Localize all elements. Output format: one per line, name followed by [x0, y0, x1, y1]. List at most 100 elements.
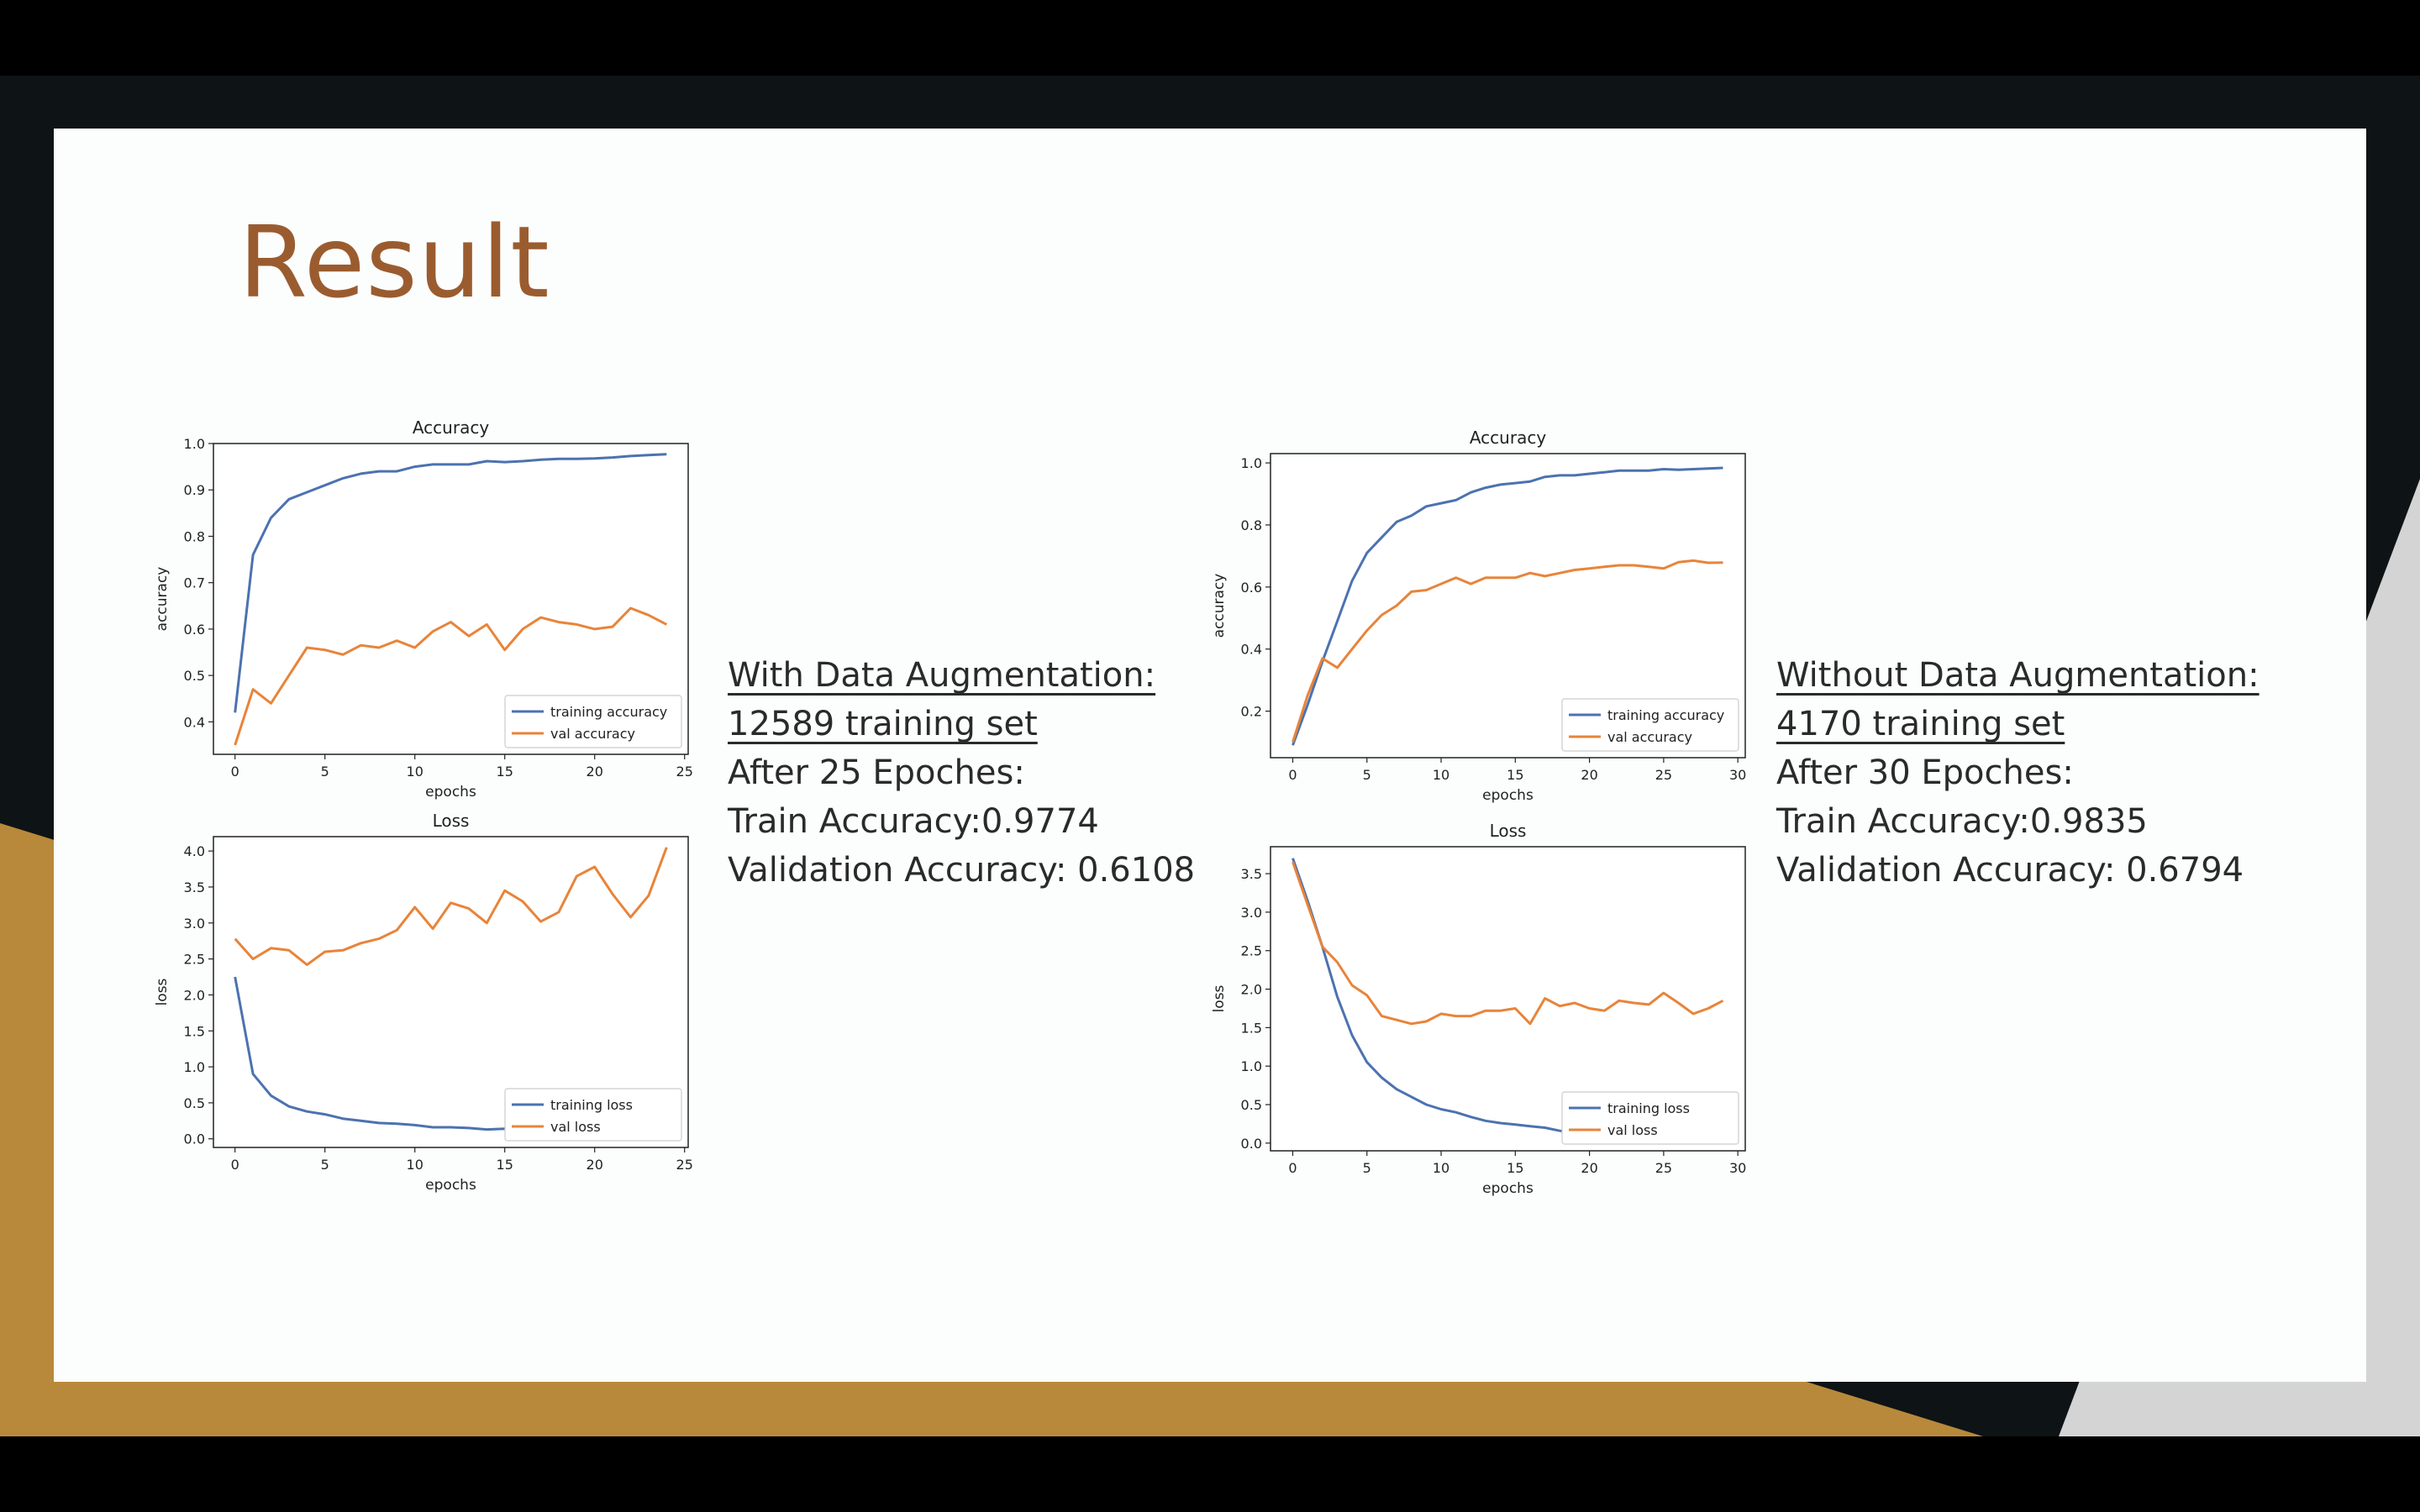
x-tick-label: 25 [1655, 1160, 1672, 1176]
x-tick-label: 25 [1655, 767, 1672, 783]
y-tick-label: 0.8 [184, 528, 205, 544]
chart-title: Accuracy [1470, 428, 1546, 448]
y-axis-label: loss [1211, 984, 1228, 1012]
x-axis-label: epochs [425, 784, 476, 801]
noaug-summary: Without Data Augmentation: 4170 training… [1776, 651, 2260, 895]
y-tick-label: 0.2 [1241, 704, 1262, 720]
chart-title: Accuracy [413, 417, 489, 438]
x-tick-label: 10 [407, 1157, 424, 1173]
x-tick-label: 0 [1288, 1160, 1297, 1176]
x-axis-label: epochs [425, 1177, 476, 1194]
y-tick-label: 1.0 [184, 436, 205, 452]
y-axis-label: loss [154, 978, 171, 1005]
x-tick-label: 5 [321, 764, 329, 780]
series-line-val-accuracy [1292, 559, 1723, 743]
y-tick-label: 0.0 [184, 1131, 205, 1147]
noaug-heading: Without Data Augmentation: [1776, 656, 2260, 695]
aug-training-set: 12589 training set [728, 705, 1038, 743]
y-tick-label: 2.0 [1241, 982, 1262, 998]
x-tick-label: 20 [1581, 767, 1597, 783]
x-tick-label: 10 [1433, 1160, 1449, 1176]
x-tick-label: 15 [497, 1157, 513, 1173]
legend-box [504, 695, 682, 748]
aug-train-accuracy: Train Accuracy:0.9774 [728, 802, 1099, 841]
noaug-training-set: 4170 training set [1776, 705, 2065, 743]
aug-loss-chart: Loss 0 5 10 15 20 25 0.0 0.5 1.0 1.5 2.0 2.5 3.0 3.5 4.… [154, 811, 693, 1194]
y-tick-label: 0.4 [1241, 642, 1262, 658]
x-tick-label: 25 [676, 1157, 693, 1173]
x-tick-label: 30 [1729, 1160, 1746, 1176]
legend-label: val loss [1607, 1122, 1658, 1138]
y-tick-label: 0.4 [184, 714, 205, 730]
y-tick-label: 2.0 [184, 987, 205, 1003]
y-tick-label: 0.0 [1241, 1136, 1262, 1152]
legend-box [504, 1088, 682, 1142]
y-axis-label: accuracy [1211, 574, 1228, 638]
x-tick-label: 0 [231, 1157, 239, 1173]
legend-label: val loss [550, 1119, 601, 1135]
y-tick-label: 2.5 [1241, 943, 1262, 959]
aug-epochs: After 25 Epoches: [728, 753, 1025, 792]
y-tick-label: 1.0 [1241, 455, 1262, 471]
y-tick-label: 0.5 [184, 1095, 205, 1111]
x-axis-label: epochs [1482, 787, 1534, 804]
x-tick-label: 15 [1507, 1160, 1523, 1176]
y-tick-label: 3.0 [184, 916, 205, 932]
aug-accuracy-chart: Accuracy 0 5 10 15 20 25 0.4 0.5 0.6 0.7 0.8 0.9 1.0 e… [154, 417, 693, 801]
x-tick-label: 0 [1288, 767, 1297, 783]
y-tick-label: 3.0 [1241, 905, 1262, 921]
legend-label: training accuracy [550, 704, 667, 720]
legend-label: training loss [1607, 1100, 1690, 1116]
legend-box [1561, 1091, 1739, 1145]
series-line-val-loss [234, 847, 668, 966]
y-tick-label: 1.5 [1241, 1020, 1262, 1036]
y-tick-label: 0.7 [184, 575, 205, 591]
x-tick-label: 15 [1507, 767, 1523, 783]
legend-label: val accuracy [1607, 729, 1692, 745]
x-tick-label: 20 [587, 1157, 603, 1173]
aug-val-accuracy: Validation Accuracy: 0.6108 [728, 851, 1196, 890]
y-tick-label: 0.6 [1241, 580, 1262, 596]
y-tick-label: 3.5 [184, 879, 205, 895]
x-tick-label: 10 [407, 764, 424, 780]
x-tick-label: 20 [1581, 1160, 1597, 1176]
y-tick-label: 1.5 [184, 1023, 205, 1039]
noaug-val-accuracy: Validation Accuracy: 0.6794 [1776, 851, 2244, 890]
y-tick-label: 4.0 [184, 843, 205, 859]
noaug-epochs: After 30 Epoches: [1776, 753, 2074, 792]
series-line-val-loss [1292, 861, 1724, 1026]
x-tick-label: 20 [587, 764, 603, 780]
y-tick-label: 0.6 [184, 622, 205, 638]
chart-title: Loss [1490, 821, 1527, 841]
x-tick-label: 30 [1729, 767, 1746, 783]
y-tick-label: 0.5 [1241, 1097, 1262, 1113]
y-tick-label: 1.0 [184, 1059, 205, 1075]
legend-box [1561, 698, 1739, 752]
noaug-train-accuracy: Train Accuracy:0.9835 [1776, 802, 2148, 841]
y-tick-label: 1.0 [1241, 1058, 1262, 1074]
x-axis-label: epochs [1482, 1180, 1534, 1197]
x-tick-label: 5 [321, 1157, 329, 1173]
y-tick-label: 0.8 [1241, 517, 1262, 533]
legend-label: val accuracy [550, 726, 635, 742]
noaug-loss-chart: Loss 0 5 10 15 20 25 30 0.0 0.5 1.0 1.5 2.0 2.5 3.0 3.5… [1211, 821, 1746, 1197]
x-tick-label: 0 [231, 764, 239, 780]
slide-title: Result [239, 204, 550, 320]
slide: Result Accuracy 0 5 10 15 20 25 0.4 0.5 0.6 0.7 0.8… [54, 129, 2366, 1382]
y-tick-label: 2.5 [184, 952, 205, 968]
y-tick-label: 3.5 [1241, 866, 1262, 882]
noaug-accuracy-chart: Accuracy 0 5 10 15 20 25 30 0.2 0.4 0.6 0.8 1.0 epoch… [1211, 428, 1746, 804]
series-line-training-accuracy [1292, 466, 1723, 746]
x-tick-label: 15 [497, 764, 513, 780]
x-tick-label: 5 [1363, 1160, 1371, 1176]
aug-summary: With Data Augmentation: 12589 training s… [728, 651, 1195, 895]
y-axis-label: accuracy [154, 567, 171, 632]
x-tick-label: 25 [676, 764, 693, 780]
chart-title: Loss [433, 811, 470, 831]
legend-label: training accuracy [1607, 707, 1724, 723]
x-tick-label: 5 [1363, 767, 1371, 783]
x-tick-label: 10 [1433, 767, 1449, 783]
legend-label: training loss [550, 1097, 633, 1113]
y-tick-label: 0.9 [184, 482, 205, 498]
series-line-val-accuracy [234, 606, 667, 746]
